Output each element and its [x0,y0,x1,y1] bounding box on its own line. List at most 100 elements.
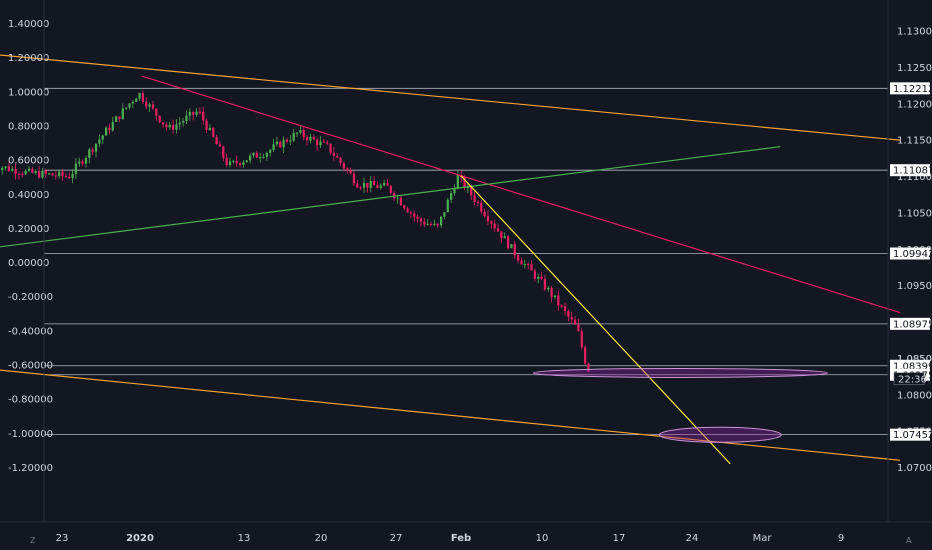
candle [316,137,319,151]
candle [252,152,255,158]
candle [496,223,500,232]
candle [322,138,325,143]
candle [91,147,94,155]
candle [500,231,503,243]
candle [68,172,71,179]
candle [483,208,486,218]
candle [131,100,134,109]
level-price-label: 1.08399 [893,361,932,372]
candle [185,110,188,125]
candle [329,143,332,155]
candle [473,190,476,206]
candle [426,219,429,226]
candle [490,219,493,230]
candle [98,134,101,148]
candle [182,118,185,127]
left-axis-tick: -1.20000 [8,463,53,474]
level-price-label-bg [890,428,930,441]
candle [356,179,359,189]
candle [312,134,315,141]
candle [88,147,91,164]
candle [577,318,580,332]
candle [453,184,456,196]
candle [513,240,516,259]
candle [245,160,248,163]
candle [108,123,111,135]
candle [362,177,366,193]
candle [175,119,178,134]
candle [336,152,339,158]
right-axis-tick: 1.13000 [897,27,932,38]
candle [279,140,282,149]
time-axis-tick: 2020 [126,533,154,544]
time-axis-tick: 27 [390,533,403,544]
candle [302,126,305,141]
candle [265,151,268,162]
left-axis-tick: -0.60000 [8,360,53,371]
candle [282,136,285,153]
level-price-label: 1.07452 [893,430,932,441]
candle [275,137,279,147]
countdown-box [893,372,925,386]
level-price-label-bg [890,164,930,177]
time-axis-tick: Mar [753,533,773,544]
candle [436,223,439,229]
candle [78,157,81,167]
right-axis-tick: 1.11000 [897,172,932,183]
candle [567,309,570,322]
trend-lines [0,54,901,465]
right-axis-tick: 1.10500 [897,208,932,219]
level-price-label: 1.09942 [893,249,932,260]
candle [21,171,24,178]
candle [188,108,191,121]
candle [195,107,198,117]
left-axis-tick: 0.80000 [8,121,49,132]
left-axis-tick: -0.80000 [8,395,53,406]
left-axis-tick: 0.60000 [8,156,49,167]
auto-scale-button[interactable]: A [906,536,912,545]
candle [352,170,356,187]
candle [506,235,510,250]
candle [115,115,118,123]
candle [37,165,41,179]
candle [346,167,349,174]
candle [503,232,506,239]
trend-line-upper-channel[interactable] [0,54,900,141]
candle [155,108,158,121]
candle [523,259,526,269]
candle [403,204,406,211]
target-zone-2[interactable] [658,426,782,443]
left-axis[interactable]: 1.40000 1.20000 1.00000 0.80000 0.60000 0.400… [8,0,53,522]
trend-line-descending-resistance[interactable] [141,75,901,314]
left-axis-tick: 0.00000 [8,258,49,269]
candle [557,290,560,312]
time-axis-tick: 24 [686,533,699,544]
left-axis-tick: 0.40000 [8,190,49,201]
candle [111,116,114,132]
candle [289,135,292,146]
trend-line-lower-channel[interactable] [0,369,900,461]
left-axis-tick: 1.20000 [8,53,49,64]
candle [232,159,235,164]
target-zone-1[interactable] [532,367,828,378]
candle [31,166,34,174]
right-axis-tick: 1.08000 [897,390,932,401]
candle [148,102,151,113]
left-axis-tick: -0.20000 [8,292,53,303]
trend-line-steep-down[interactable] [460,175,731,465]
level-price-label: 1.08975 [893,319,932,330]
candle [285,137,289,144]
zoom-toggle-button[interactable]: Z [30,536,36,545]
candle [527,262,530,270]
trend-line-ascending-support[interactable] [0,146,781,248]
candle [165,122,168,131]
candle [141,90,145,105]
candle [413,210,416,222]
candle [58,169,61,179]
candle [543,274,547,292]
time-axis[interactable]: 23 2020 13 20 27 Feb 10 17 24 Mar 9 [0,521,932,544]
candle [4,165,7,171]
candle [138,92,141,102]
level-price-label-bg [890,247,930,260]
